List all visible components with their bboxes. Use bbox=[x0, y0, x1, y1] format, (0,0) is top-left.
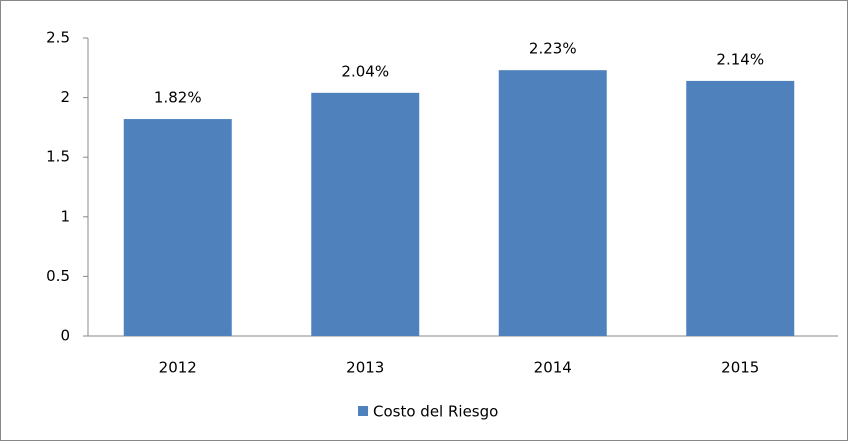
legend-swatch bbox=[358, 406, 368, 416]
data-label: 2.23% bbox=[529, 40, 577, 58]
y-tick-label: 1 bbox=[60, 207, 70, 225]
bar bbox=[311, 92, 420, 336]
data-label: 2.14% bbox=[716, 50, 764, 68]
x-tick-label: 2014 bbox=[534, 359, 572, 377]
y-tick-label: 0 bbox=[60, 327, 70, 345]
y-tick-label: 2 bbox=[60, 88, 70, 106]
x-tick-label: 2013 bbox=[346, 359, 384, 377]
x-tick-label: 2012 bbox=[159, 359, 197, 377]
bar bbox=[123, 119, 232, 336]
data-label: 2.04% bbox=[341, 62, 389, 80]
data-label: 1.82% bbox=[154, 89, 202, 107]
y-tick-label: 2.5 bbox=[46, 29, 70, 47]
bar bbox=[498, 70, 607, 337]
legend-label: Costo del Riesgo bbox=[373, 403, 498, 421]
y-tick-label: 0.5 bbox=[46, 267, 70, 285]
x-tick-label: 2015 bbox=[721, 359, 759, 377]
bar bbox=[686, 80, 795, 336]
y-tick-label: 1.5 bbox=[46, 148, 70, 166]
